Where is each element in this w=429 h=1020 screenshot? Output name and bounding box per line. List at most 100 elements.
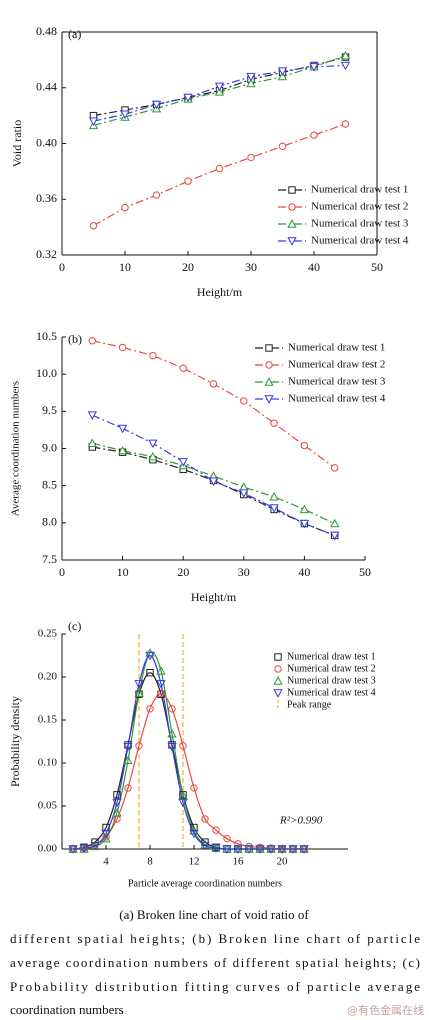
marker bbox=[179, 742, 187, 750]
y-tick-label: 0.10 bbox=[38, 757, 58, 769]
marker bbox=[87, 438, 97, 447]
marker bbox=[117, 424, 128, 434]
fit-curve bbox=[72, 692, 304, 850]
panel-label: (c) bbox=[68, 619, 81, 633]
x-tick-label: 40 bbox=[298, 565, 310, 579]
marker bbox=[277, 67, 288, 76]
marker bbox=[123, 742, 133, 752]
marker bbox=[146, 705, 154, 713]
marker bbox=[288, 845, 298, 854]
legend-label: Numerical draw test 4 bbox=[311, 235, 409, 247]
legend-label: Numerical draw test 2 bbox=[311, 201, 408, 213]
caption-line: different spatial heights; (b) Broken li… bbox=[10, 931, 420, 946]
marker bbox=[68, 845, 78, 854]
marker bbox=[124, 784, 132, 792]
series-line bbox=[92, 414, 335, 537]
y-tick-label: 7.5 bbox=[42, 552, 57, 566]
marker bbox=[121, 203, 129, 212]
legend-marker bbox=[273, 676, 283, 685]
legend-label: Numerical draw test 1 bbox=[311, 184, 408, 196]
marker bbox=[178, 798, 188, 808]
y-axis-label: Average coordination numbers bbox=[10, 381, 22, 516]
marker bbox=[247, 153, 255, 162]
marker bbox=[277, 845, 287, 854]
marker bbox=[157, 689, 165, 698]
marker bbox=[201, 815, 209, 823]
x-tick-label: 20 bbox=[277, 856, 289, 868]
legend-label: Numerical draw test 3 bbox=[288, 376, 386, 388]
marker bbox=[246, 78, 256, 88]
legend-marker bbox=[288, 203, 296, 211]
marker bbox=[300, 441, 309, 450]
series-line bbox=[92, 446, 335, 537]
marker bbox=[88, 337, 97, 345]
marker bbox=[212, 826, 220, 834]
marker bbox=[120, 110, 130, 120]
x-tick-label: 4 bbox=[103, 856, 109, 868]
marker bbox=[255, 845, 265, 854]
y-tick-label: 0.40 bbox=[36, 135, 57, 149]
legend-marker bbox=[264, 395, 274, 404]
legend-marker bbox=[265, 361, 273, 369]
series-line bbox=[92, 442, 335, 525]
y-tick-label: 9.0 bbox=[42, 440, 57, 454]
legend-label: Numerical draw test 4 bbox=[287, 687, 376, 698]
y-tick-label: 10.0 bbox=[36, 366, 57, 380]
legend-marker bbox=[264, 377, 274, 386]
marker bbox=[90, 841, 100, 851]
panel-label: (b) bbox=[68, 332, 82, 346]
legend-label: Peak range bbox=[287, 699, 332, 710]
marker bbox=[211, 844, 221, 853]
marker bbox=[113, 791, 121, 799]
legend-label: Numerical draw test 2 bbox=[287, 663, 376, 674]
y-tick-label: 0.05 bbox=[38, 800, 58, 812]
marker bbox=[179, 364, 187, 372]
marker bbox=[146, 669, 154, 677]
x-axis-label: Height/m bbox=[191, 590, 237, 604]
marker bbox=[123, 755, 133, 765]
marker bbox=[269, 504, 279, 513]
fit-curve bbox=[72, 654, 304, 850]
fit-curve bbox=[72, 672, 304, 850]
marker bbox=[167, 728, 177, 738]
x-tick-label: 16 bbox=[233, 856, 245, 868]
x-tick-label: 40 bbox=[308, 260, 320, 274]
x-axis-label: Particle average coordination numbers bbox=[128, 878, 282, 889]
x-tick-label: 30 bbox=[238, 565, 250, 579]
x-tick-label: 0 bbox=[59, 565, 65, 579]
marker bbox=[299, 504, 310, 514]
legend-label: Numerical draw test 2 bbox=[288, 359, 385, 371]
marker bbox=[112, 808, 122, 817]
x-tick-label: 12 bbox=[189, 856, 200, 868]
x-tick-label: 20 bbox=[182, 260, 194, 274]
legend-label: Numerical draw test 4 bbox=[288, 393, 386, 405]
marker bbox=[214, 87, 225, 96]
marker bbox=[208, 477, 219, 487]
marker bbox=[246, 72, 256, 82]
marker bbox=[87, 411, 97, 420]
marker bbox=[233, 845, 243, 854]
y-tick-label: 10.5 bbox=[36, 329, 57, 343]
series-line bbox=[93, 123, 346, 227]
legend-label: Numerical draw test 1 bbox=[287, 651, 376, 662]
caption-line: (a) Broken line chart of void ratio of bbox=[119, 907, 309, 922]
marker bbox=[118, 343, 127, 352]
marker bbox=[117, 445, 128, 455]
marker bbox=[101, 833, 111, 843]
marker bbox=[156, 680, 166, 689]
marker bbox=[214, 82, 225, 92]
y-tick-label: 0.44 bbox=[36, 80, 57, 94]
marker bbox=[223, 834, 231, 843]
marker bbox=[112, 798, 122, 808]
marker bbox=[340, 50, 351, 60]
marker bbox=[239, 489, 249, 498]
marker bbox=[209, 380, 218, 388]
y-tick-label: 0.32 bbox=[36, 247, 57, 261]
marker bbox=[145, 651, 155, 661]
annotation: R²>0.990 bbox=[279, 815, 323, 827]
x-tick-label: 8 bbox=[147, 856, 153, 868]
legend-marker bbox=[274, 665, 282, 673]
marker bbox=[244, 845, 254, 854]
y-tick-label: 0.00 bbox=[38, 843, 58, 855]
